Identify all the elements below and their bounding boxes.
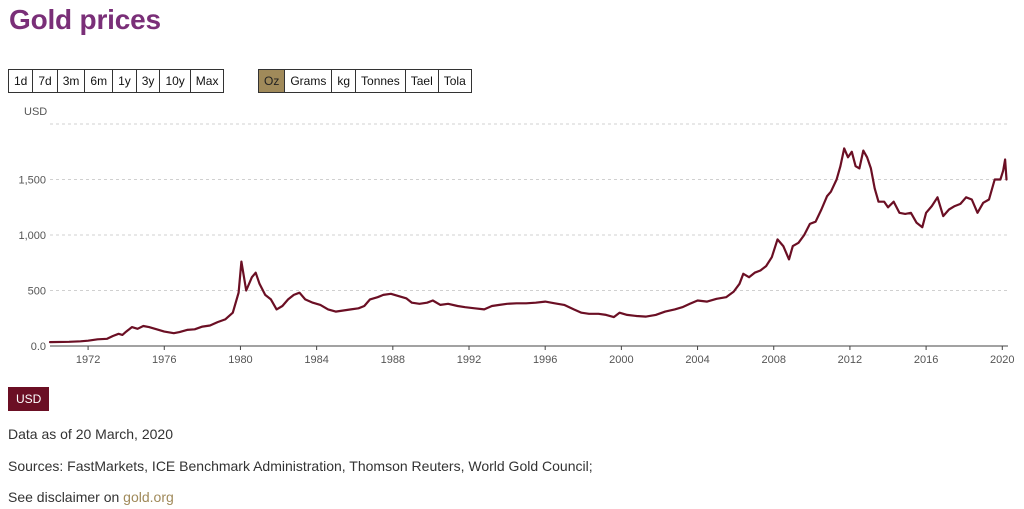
period-6m-button[interactable]: 6m — [84, 69, 114, 93]
x-tick-label: 1980 — [228, 354, 252, 366]
x-tick-label: 2000 — [609, 354, 633, 366]
y-tick-label: 1,000 — [18, 230, 46, 242]
gold-org-link[interactable]: gold.org — [123, 489, 174, 505]
disclaimer-prefix: See disclaimer on — [8, 489, 124, 505]
x-tick-label: 2012 — [838, 354, 862, 366]
currency-badge[interactable]: USD — [8, 387, 50, 411]
gold-price-chart: USD 0.0 500 1,000 1,500 1972 1976 1980 1984 1988 1… — [18, 106, 1014, 366]
sources-note: Sources: FastMarkets, ICE Benchmark Admi… — [8, 458, 593, 474]
disclaimer-note: See disclaimer on gold.org — [8, 489, 174, 505]
price-series-line — [48, 147, 1008, 344]
x-tick-label: 2016 — [914, 354, 938, 366]
x-tick-label: 1992 — [457, 354, 481, 366]
y-tick-label: 1,500 — [18, 175, 46, 187]
period-3m-button[interactable]: 3m — [56, 69, 86, 93]
x-tick-label: 2020 — [990, 354, 1014, 366]
unit-tonnes-button[interactable]: Tonnes — [355, 69, 406, 93]
x-tick-label: 2004 — [685, 354, 709, 366]
x-tick-label: 2008 — [761, 354, 785, 366]
unit-kg-button[interactable]: kg — [331, 69, 357, 93]
period-selector: 1d 7d 3m 6m 1y 3y 10y Max — [8, 69, 225, 93]
x-tick-label: 1984 — [304, 354, 328, 366]
period-1d-button[interactable]: 1d — [8, 69, 34, 93]
unit-grams-button[interactable]: Grams — [284, 69, 333, 93]
unit-oz-button[interactable]: Oz — [258, 69, 286, 93]
unit-tael-button[interactable]: Tael — [404, 69, 439, 93]
unit-tola-button[interactable]: Tola — [437, 69, 472, 93]
y-tick-label: 0.0 — [31, 341, 46, 353]
period-10y-button[interactable]: 10y — [159, 69, 191, 93]
x-tick-label: 1996 — [533, 354, 557, 366]
data-date-note: Data as of 20 March, 2020 — [8, 426, 173, 442]
x-tick-label: 1972 — [76, 354, 100, 366]
y-axis-label: USD — [24, 106, 47, 118]
x-tick-label: 1976 — [152, 354, 176, 366]
period-7d-button[interactable]: 7d — [32, 69, 58, 93]
x-tick-label: 1988 — [381, 354, 405, 366]
y-tick-label: 500 — [28, 286, 46, 298]
page-title: Gold prices — [9, 4, 161, 35]
period-1y-button[interactable]: 1y — [112, 69, 137, 93]
unit-selector: Oz Grams kg Tonnes Tael Tola — [258, 69, 472, 93]
period-max-button[interactable]: Max — [189, 69, 225, 93]
period-3y-button[interactable]: 3y — [135, 69, 161, 93]
